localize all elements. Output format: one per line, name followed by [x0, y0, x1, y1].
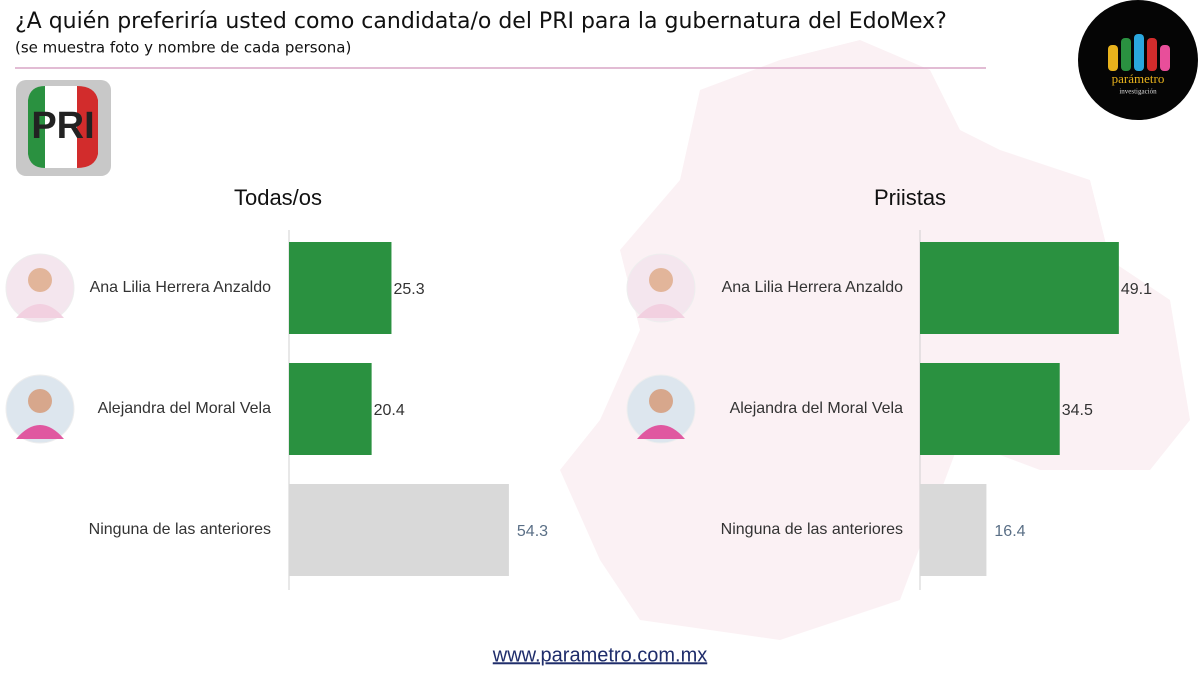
brand-logo: parámetro investigación	[1078, 0, 1198, 120]
category-label: Ana Lilia Herrera Anzaldo	[90, 279, 272, 296]
photo-face	[649, 268, 673, 292]
category-label: Ninguna de las anteriores	[721, 521, 903, 538]
bar	[920, 363, 1060, 455]
photo-face	[649, 389, 673, 413]
photo-face	[28, 389, 52, 413]
photo-body	[16, 304, 64, 318]
bar	[289, 242, 392, 334]
bar	[289, 363, 372, 455]
page-subtitle: (se muestra foto y nombre de cada person…	[15, 39, 351, 57]
category-label: Alejandra del Moral Vela	[730, 400, 904, 417]
bar	[920, 484, 987, 576]
category-label: Alejandra del Moral Vela	[98, 400, 272, 417]
party-logo-text: PRI	[31, 105, 94, 147]
value-label: 54.3	[517, 523, 548, 540]
brand-name: parámetro	[1112, 71, 1165, 86]
value-label: 20.4	[374, 402, 405, 419]
bar	[920, 242, 1119, 334]
party-logo: PRI	[16, 80, 111, 176]
map-background	[560, 40, 1190, 640]
category-label: Ana Lilia Herrera Anzaldo	[722, 279, 904, 296]
photo-body	[637, 304, 685, 318]
footer-link[interactable]: www.parametro.com.mx	[492, 644, 708, 666]
charts: Todas/os Ana Lilia Herrera Anzaldo 25.3 Ale…	[5, 185, 1152, 590]
brand-tagline: investigación	[1119, 88, 1157, 96]
value-label: 25.3	[393, 281, 424, 298]
value-label: 16.4	[994, 523, 1025, 540]
photo-body	[637, 425, 685, 439]
value-label: 49.1	[1121, 281, 1152, 298]
photo-face	[28, 268, 52, 292]
chart-title: Todas/os	[234, 185, 322, 210]
page-title: ¿A quién preferiría usted como candidata…	[15, 9, 947, 34]
bar	[289, 484, 509, 576]
value-label: 34.5	[1062, 402, 1093, 419]
chart-title: Priistas	[874, 185, 946, 210]
category-label: Ninguna de las anteriores	[89, 521, 271, 538]
photo-body	[16, 425, 64, 439]
